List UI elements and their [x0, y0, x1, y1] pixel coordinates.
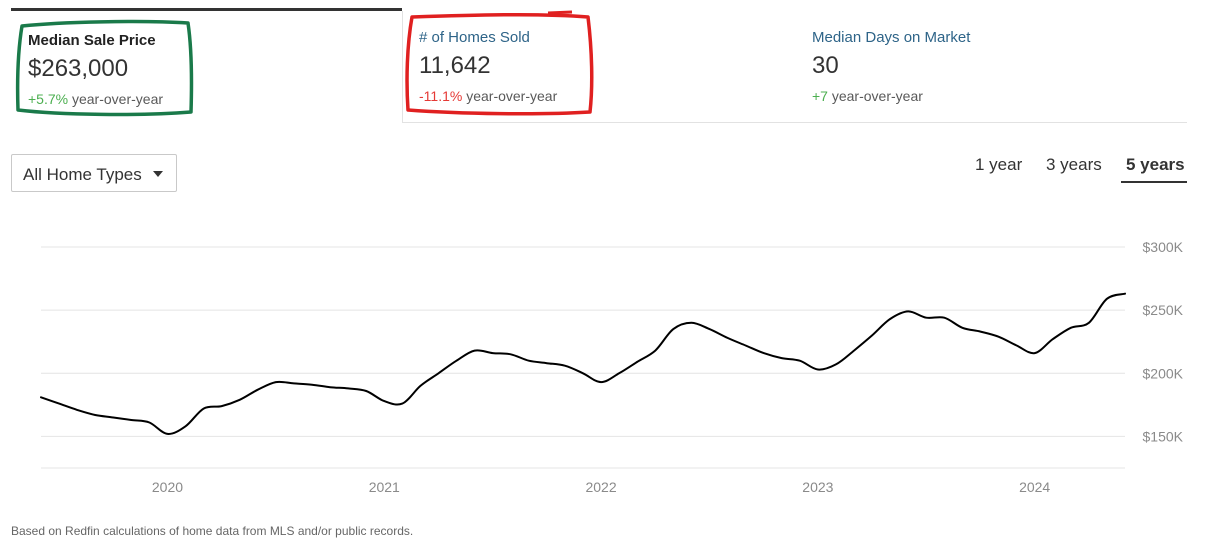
x-tick-label: 2022	[585, 479, 616, 495]
y-tick-label: $150K	[1143, 428, 1184, 444]
home-type-dropdown[interactable]: All Home Types	[11, 154, 177, 192]
y-tick-label: $300K	[1143, 239, 1184, 255]
metric-change-value: +7	[812, 88, 828, 104]
home-type-dropdown-value: All Home Types	[23, 165, 142, 184]
range-tab-5-years[interactable]: 5 years	[1126, 155, 1185, 174]
metric-change-suffix: year-over-year	[827, 88, 923, 104]
y-tick-label: $200K	[1143, 365, 1184, 381]
metric-change: +7 year-over-year	[812, 88, 923, 104]
selected-range-underline	[1121, 181, 1187, 183]
metric-label: Median Days on Market	[812, 29, 971, 46]
range-tab-3-years[interactable]: 3 years	[1046, 155, 1102, 174]
range-tab-1-year[interactable]: 1 year	[975, 155, 1023, 174]
footnote: Based on Redfin calculations of home dat…	[11, 524, 414, 538]
caret-down-icon	[153, 171, 163, 177]
y-tick-label: $250K	[1143, 302, 1184, 318]
median-sale-price-line	[40, 292, 1126, 435]
median-sale-price-chart: $150K $200K $250K $300K 2020 2021 2022 2023 2024	[40, 239, 1184, 495]
x-tick-label: 2021	[369, 479, 400, 495]
card-divider	[402, 11, 403, 122]
x-tick-label: 2023	[802, 479, 833, 495]
x-tick-label: 2024	[1019, 479, 1050, 495]
metric-card-days-on-market[interactable]: Median Days on Market 30 +7 year-over-ye…	[795, 8, 1187, 122]
metric-value: 30	[812, 52, 839, 79]
x-tick-label: 2020	[152, 479, 183, 495]
